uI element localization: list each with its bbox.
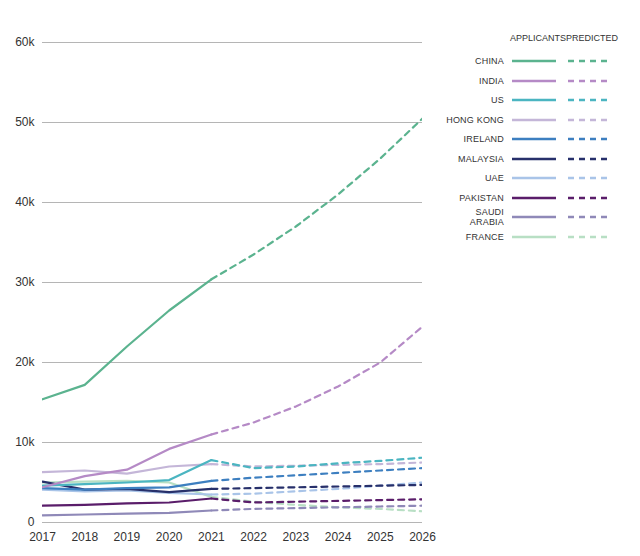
html-text:PAKISTAN: PAKISTAN (459, 192, 504, 203)
svg-text:2022: 2022 (240, 530, 267, 544)
svg-text:2020: 2020 (156, 530, 183, 544)
svg-text:2024: 2024 (325, 530, 352, 544)
svg-text:2017: 2017 (29, 530, 56, 544)
html-text:FRANCE: FRANCE (465, 231, 504, 242)
html-text:UAE: UAE (484, 173, 504, 184)
svg-text:2019: 2019 (114, 530, 141, 544)
svg-text:20k: 20k (15, 355, 35, 369)
html-text:APPLICANTS PREDICTED: APPLICANTS PREDICTED (510, 32, 618, 43)
svg-text:2023: 2023 (282, 530, 309, 544)
html-text:CHINA: CHINA (475, 56, 504, 67)
svg-text:60k: 60k (15, 35, 35, 49)
svg-text:2018: 2018 (71, 530, 98, 544)
html-text:US: US (491, 95, 504, 106)
svg-text:2025: 2025 (367, 530, 394, 544)
html-text:HONG KONG: HONG KONG (446, 114, 504, 125)
html-text:MALAYSIA: MALAYSIA (458, 153, 504, 164)
svg-text:30k: 30k (15, 275, 35, 289)
html-text:SAUDI ARABIA: SAUDI ARABIA (469, 207, 504, 228)
svg-text:50k: 50k (15, 115, 35, 129)
html-text:IRELAND: IRELAND (463, 134, 504, 145)
svg-text:10k: 10k (15, 435, 35, 449)
svg-text:40k: 40k (15, 195, 35, 209)
svg-text:2021: 2021 (198, 530, 225, 544)
svg-text:2026: 2026 (409, 530, 436, 544)
html-text:INDIA: INDIA (479, 75, 504, 86)
svg-text:0: 0 (28, 515, 35, 529)
